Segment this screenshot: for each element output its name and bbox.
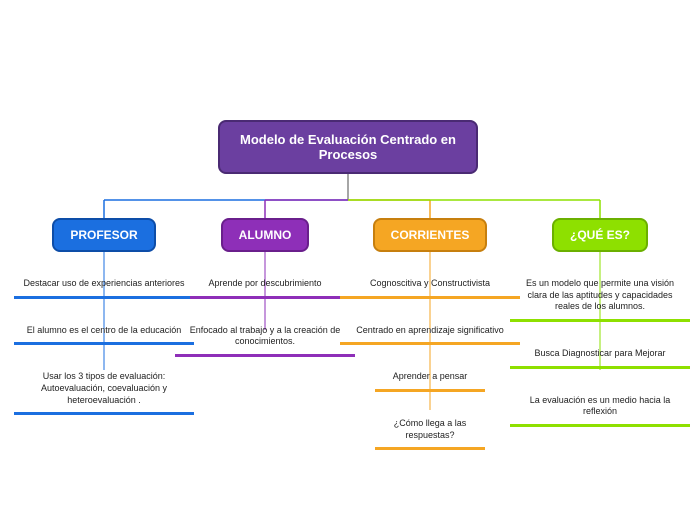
leaf-node: ¿Cómo llega a las respuestas? bbox=[375, 414, 485, 450]
branch-node: ¿QUÉ ES? bbox=[552, 218, 648, 252]
branch-column: ¿QUÉ ES? Es un modelo que permite una vis… bbox=[510, 218, 690, 427]
branch-node: ALUMNO bbox=[221, 218, 310, 252]
branch-column: PROFESOR Destacar uso de experiencias ant… bbox=[14, 218, 194, 415]
branch-column: CORRIENTES Cognoscitiva y Constructivista… bbox=[340, 218, 520, 450]
leaf-node: Busca Diagnosticar para Mejorar bbox=[510, 344, 690, 369]
branch-column: ALUMNO Aprende por descubrimiento Enfocado… bbox=[175, 218, 355, 357]
leaf-node: Cognoscitiva y Constructivista bbox=[340, 274, 520, 299]
branch-node: PROFESOR bbox=[52, 218, 155, 252]
leaf-node: Centrado en aprendizaje significativo bbox=[340, 321, 520, 346]
branch-node: CORRIENTES bbox=[373, 218, 488, 252]
leaf-node: Aprende por descubrimiento bbox=[190, 274, 340, 299]
leaf-node: La evaluación es un medio hacia la refle… bbox=[510, 391, 690, 427]
leaf-node: Aprender a pensar bbox=[375, 367, 485, 392]
root-node: Modelo de Evaluación Centrado en Proceso… bbox=[218, 120, 478, 174]
root-label: Modelo de Evaluación Centrado en Proceso… bbox=[240, 132, 456, 162]
leaf-node: El alumno es el centro de la educación bbox=[14, 321, 194, 346]
leaf-node: Usar los 3 tipos de evaluación: Autoeval… bbox=[14, 367, 194, 415]
leaf-node: Enfocado al trabajo y a la creación de c… bbox=[175, 321, 355, 357]
leaf-node: Es un modelo que permite una visión clar… bbox=[510, 274, 690, 322]
leaf-node: Destacar uso de experiencias anteriores bbox=[14, 274, 194, 299]
